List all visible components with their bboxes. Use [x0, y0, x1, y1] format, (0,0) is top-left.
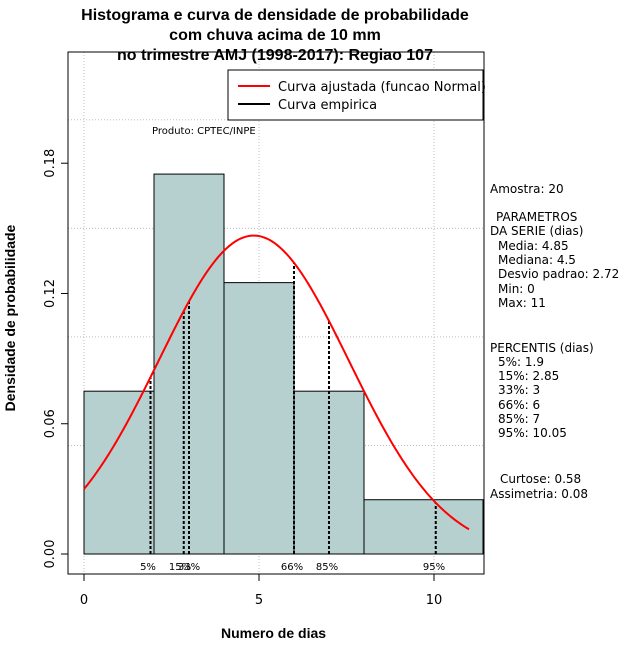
percentile-label: 95%	[423, 562, 445, 573]
histogram-bar	[83, 390, 155, 555]
x-tick-label: 5	[255, 593, 263, 608]
percentile-label: 5%	[140, 562, 156, 573]
chart-title-line-3: no trimestre AMJ (1998-2017): Regiao 107	[117, 47, 433, 64]
stat-p85: 85%: 7	[498, 412, 541, 426]
legend-label-fit: Curva ajustada (funcao Normal)	[278, 80, 486, 95]
stat-mediana: Mediana: 4.5	[498, 253, 576, 267]
chart-title-line-1: Histograma e curva de densidade de proba…	[81, 7, 469, 24]
y-tick-label: 0.12	[43, 279, 58, 308]
percentile-label: 66%	[281, 562, 303, 573]
percentile-label: 33%	[178, 562, 200, 573]
legend-box	[227, 69, 484, 121]
stat-curtose: Curtose: 0.58	[500, 472, 582, 486]
percentile-label: 85%	[316, 562, 338, 573]
normal-curve	[83, 234, 470, 531]
stat-percentis-header: PERCENTIS (dias)	[490, 341, 594, 355]
percentile-label: 15%	[169, 562, 191, 573]
stat-p95: 95%: 10.05	[498, 426, 567, 440]
stat-param-header-1: PARAMETROS	[496, 210, 578, 224]
y-axis: 0.00 0.06 0.12 0.18	[43, 149, 68, 569]
stat-p66: 66%: 6	[498, 398, 541, 412]
y-axis-title: Densidade de probabilidade	[2, 224, 18, 412]
chart-title-line-2: com chuva acima de 10 mm	[169, 27, 381, 44]
stat-assimetria: Assimetria: 0.08	[490, 487, 589, 501]
stat-param-header-2: DA SERIE (dias)	[490, 224, 584, 238]
plot-frame	[67, 51, 485, 575]
stat-p33: 33%: 3	[498, 383, 541, 397]
histogram-bar	[153, 173, 225, 555]
y-tick-label: 0.00	[43, 540, 58, 569]
stat-p15: 15%: 2.85	[498, 369, 560, 383]
stat-p5: 5%: 1.9	[498, 355, 544, 369]
x-axis: 0 5 10	[80, 574, 442, 608]
legend: Curva ajustada (funcao Normal) Curva emp…	[227, 69, 486, 121]
product-annotation: Produto: CPTEC/INPE	[152, 126, 256, 137]
y-tick-label: 0.06	[43, 409, 58, 438]
stat-media: Media: 4.85	[498, 239, 569, 253]
histogram-bars	[83, 173, 484, 555]
histogram-bar	[223, 282, 295, 555]
stat-min: Min: 0	[498, 282, 535, 296]
percentile-lines	[149, 262, 437, 554]
stat-amostra: Amostra: 20	[490, 182, 564, 196]
stat-max: Max: 11	[498, 296, 546, 310]
x-axis-title: Numero de dias	[221, 625, 327, 641]
y-tick-label: 0.18	[43, 149, 58, 178]
legend-label-empirical: Curva empirica	[278, 98, 377, 113]
x-tick-label: 10	[426, 593, 443, 608]
percentile-labels: 5% 15%33% 66% 85% 95%	[140, 562, 445, 573]
x-tick-label: 0	[80, 593, 88, 608]
stat-desvio: Desvio padrao: 2.72	[498, 267, 620, 281]
